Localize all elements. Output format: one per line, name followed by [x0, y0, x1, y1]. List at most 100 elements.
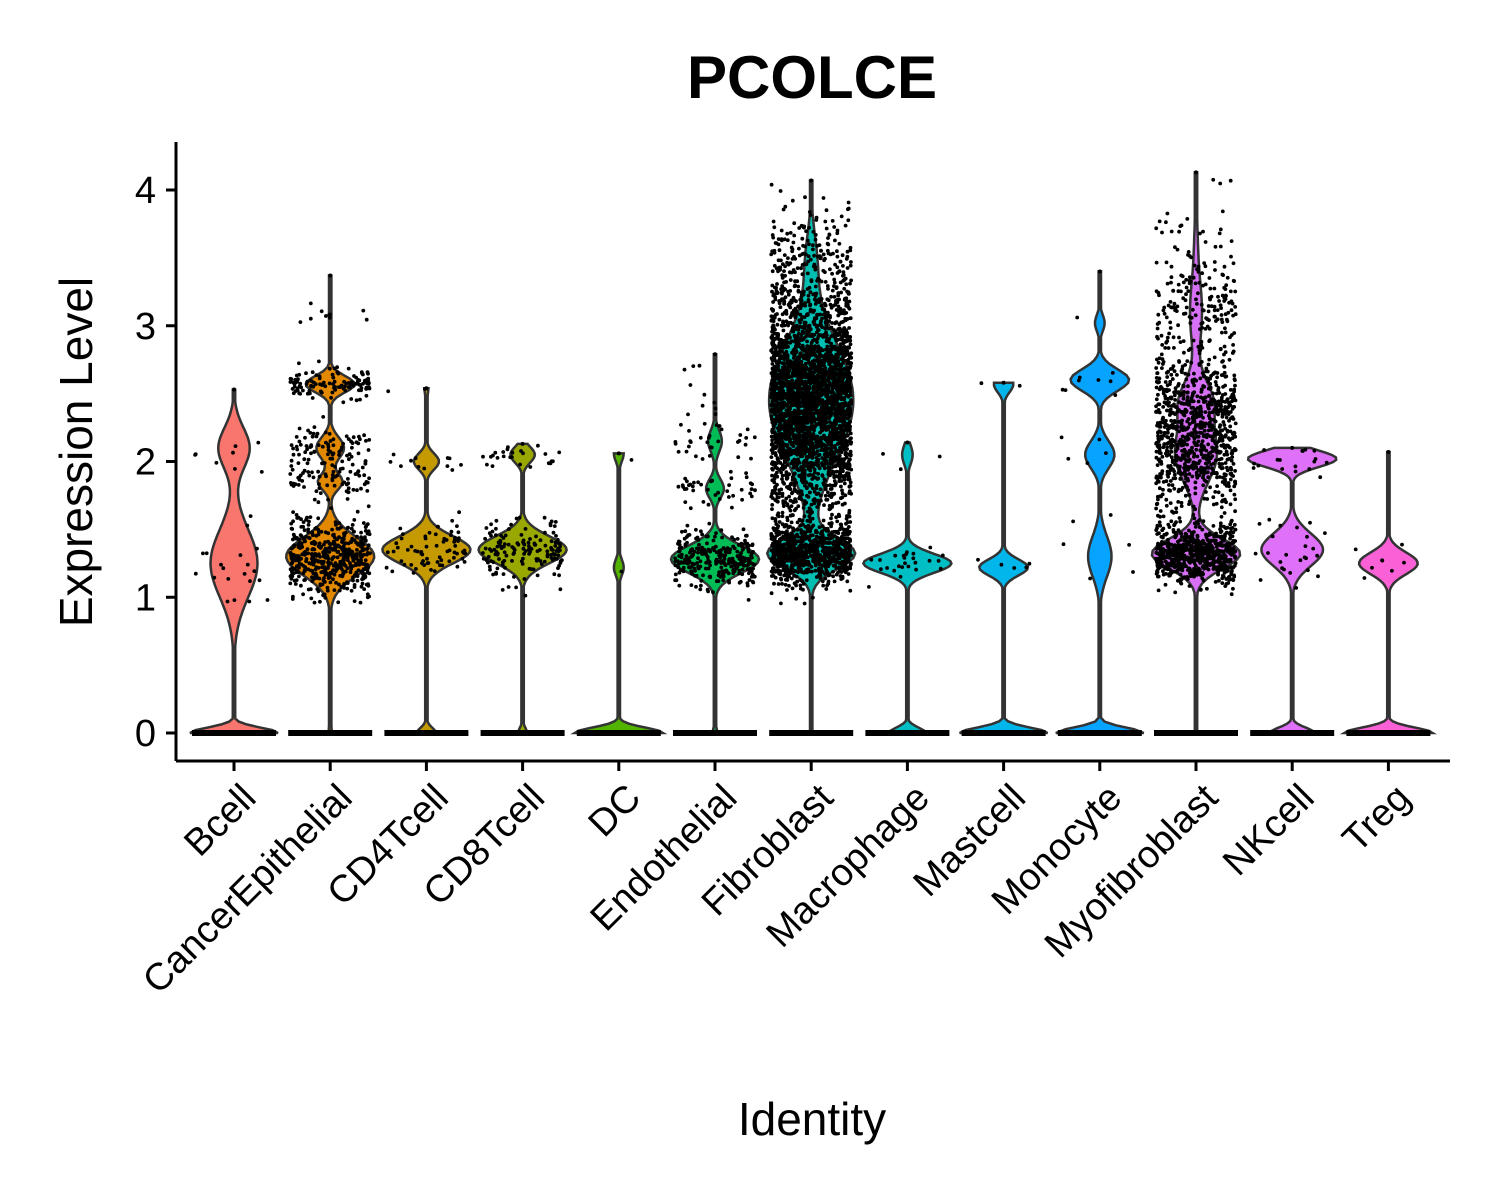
data-point — [329, 506, 333, 510]
data-point — [838, 330, 842, 334]
data-point — [803, 195, 807, 200]
data-point — [842, 286, 847, 291]
data-point — [737, 568, 742, 573]
data-point — [776, 582, 781, 586]
data-point — [793, 373, 798, 378]
data-point — [703, 566, 708, 571]
data-point — [781, 563, 785, 568]
data-point — [769, 455, 774, 459]
data-point — [354, 540, 358, 545]
data-point — [325, 483, 330, 488]
data-point — [326, 566, 330, 570]
data-point — [775, 312, 779, 316]
data-point — [504, 553, 509, 558]
data-point — [834, 566, 839, 570]
data-point — [844, 521, 848, 526]
data-point — [291, 556, 296, 560]
data-point — [846, 425, 850, 430]
data-point — [341, 558, 345, 563]
data-point — [800, 272, 805, 277]
data-point — [840, 495, 845, 500]
data-point — [771, 553, 776, 558]
data-point — [673, 556, 678, 561]
data-point — [689, 583, 694, 587]
data-point — [837, 541, 842, 546]
data-point — [837, 475, 842, 480]
data-point — [445, 456, 450, 460]
data-point — [331, 555, 336, 559]
data-point — [817, 466, 822, 471]
data-point — [786, 457, 791, 462]
data-point — [310, 557, 314, 561]
data-point — [749, 456, 753, 461]
data-point — [352, 518, 357, 522]
data-point — [694, 536, 698, 541]
data-point — [679, 422, 683, 427]
data-point — [770, 350, 775, 355]
data-point — [826, 490, 830, 495]
data-point — [781, 499, 786, 504]
data-point — [335, 473, 340, 478]
data-point — [825, 451, 830, 456]
data-point — [311, 384, 316, 389]
data-point — [776, 495, 781, 500]
data-point — [493, 450, 498, 455]
data-point — [714, 531, 718, 535]
data-point — [795, 415, 800, 419]
data-point — [769, 494, 774, 499]
data-point — [297, 372, 302, 377]
data-point — [557, 573, 561, 578]
data-point — [343, 530, 348, 535]
data-point — [337, 521, 342, 526]
data-point — [363, 529, 368, 533]
data-point — [832, 550, 837, 555]
data-point — [848, 452, 853, 457]
data-point — [299, 541, 304, 546]
data-point — [808, 381, 813, 386]
data-point — [717, 497, 722, 501]
data-point — [359, 530, 363, 535]
data-point — [494, 570, 498, 575]
data-point — [434, 543, 439, 548]
data-point — [842, 366, 847, 371]
data-point — [307, 473, 312, 478]
data-point — [297, 426, 302, 431]
data-point — [770, 269, 775, 274]
data-point — [248, 514, 253, 518]
data-point — [327, 381, 332, 386]
data-point — [820, 524, 825, 529]
data-point — [780, 514, 785, 519]
data-point — [543, 543, 548, 548]
data-point — [543, 530, 547, 535]
data-point — [796, 356, 801, 361]
data-point — [793, 478, 797, 482]
data-point — [694, 527, 698, 532]
data-point — [804, 486, 809, 491]
data-point — [338, 573, 343, 578]
data-point — [799, 561, 804, 566]
data-point — [351, 529, 356, 534]
data-point — [685, 523, 690, 528]
data-point — [702, 392, 707, 397]
data-point — [359, 486, 363, 491]
data-point — [316, 589, 321, 594]
data-point — [801, 472, 805, 477]
data-point — [556, 553, 561, 558]
data-point — [781, 463, 785, 467]
data-point — [433, 532, 438, 537]
data-point — [327, 432, 332, 436]
data-point — [836, 547, 841, 552]
data-point — [831, 541, 836, 546]
data-point — [785, 360, 790, 365]
data-point — [846, 477, 851, 482]
data-point — [349, 567, 353, 571]
data-point — [784, 476, 789, 481]
data-point — [483, 536, 487, 541]
data-point — [844, 532, 848, 536]
data-point — [792, 471, 797, 476]
data-point — [350, 523, 355, 527]
data-point — [725, 489, 730, 493]
data-point — [326, 497, 330, 502]
data-point — [502, 550, 507, 555]
data-point — [730, 535, 734, 540]
